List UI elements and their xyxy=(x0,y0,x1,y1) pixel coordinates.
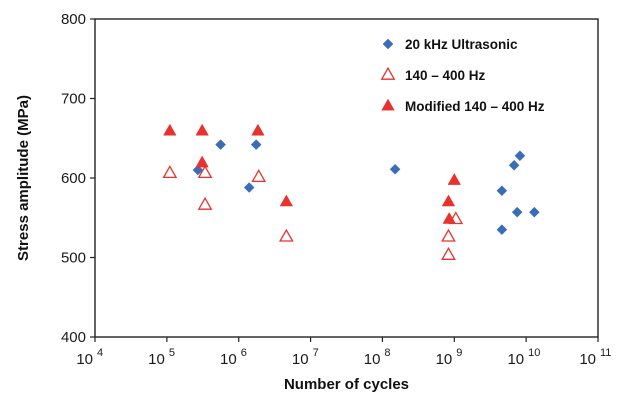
data-point xyxy=(195,123,209,136)
x-tick-label-base: 10 xyxy=(579,351,596,368)
x-axis-ticks: 10 4 10 5 10 6 10 7 10 8 10 9 10 10 10 11 xyxy=(76,337,611,368)
series-2 xyxy=(162,165,464,260)
x-tick-label: 10 7 xyxy=(292,347,319,368)
data-point xyxy=(279,194,294,207)
legend: 20 kHz Ultrasonic 140 – 400 Hz Modified 14… xyxy=(380,37,545,114)
legend-marker xyxy=(382,38,394,50)
data-point xyxy=(278,228,294,242)
y-tick-label: 800 xyxy=(61,11,86,28)
series-3 xyxy=(163,123,461,224)
x-tick-label-exponent: 9 xyxy=(456,347,462,359)
data-point xyxy=(496,224,508,236)
y-axis-title: Stress amplitude (MPa) xyxy=(15,95,32,261)
legend-label: Modified 140 – 400 Hz xyxy=(405,99,545,114)
data-point xyxy=(389,163,401,175)
x-tick-label-base: 10 xyxy=(76,351,93,368)
x-tick-label-exponent: 10 xyxy=(528,347,540,359)
data-point xyxy=(447,173,461,185)
x-tick-label-base: 10 xyxy=(507,351,524,368)
x-tick-label-exponent: 8 xyxy=(384,347,390,359)
data-point xyxy=(195,155,209,168)
y-tick-label: 500 xyxy=(61,250,86,267)
x-tick-label-base: 10 xyxy=(148,351,165,368)
data-point xyxy=(511,206,523,218)
data-point xyxy=(192,164,204,176)
data-point xyxy=(441,228,456,242)
data-point xyxy=(496,185,508,197)
data-point xyxy=(508,159,520,171)
data-point xyxy=(251,123,265,136)
x-tick-label: 10 11 xyxy=(579,347,611,368)
data-point xyxy=(528,206,540,218)
data-point xyxy=(442,212,456,224)
x-tick-label: 10 9 xyxy=(436,347,463,368)
y-tick-label: 700 xyxy=(61,91,86,108)
legend-marker xyxy=(380,66,396,80)
data-point xyxy=(441,194,456,207)
data-points xyxy=(162,123,540,260)
x-tick-label-base: 10 xyxy=(436,351,453,368)
data-point xyxy=(215,139,226,150)
data-point xyxy=(250,139,262,150)
data-point xyxy=(514,150,526,162)
data-point xyxy=(243,182,255,193)
x-tick-label-exponent: 4 xyxy=(97,347,103,359)
x-tick-label-exponent: 6 xyxy=(241,347,247,359)
legend-item: 140 – 400 Hz xyxy=(380,66,486,83)
data-point xyxy=(162,165,178,179)
data-point xyxy=(441,246,456,260)
x-tick-label: 10 8 xyxy=(364,347,391,368)
x-tick-label-base: 10 xyxy=(364,351,381,368)
x-tick-label-base: 10 xyxy=(220,351,237,368)
x-tick-label-exponent: 11 xyxy=(600,347,611,359)
x-tick-label-base: 10 xyxy=(292,351,309,368)
series-1 xyxy=(192,139,540,236)
y-axis-ticks: 400 500 600 700 800 xyxy=(61,11,95,346)
x-tick-label: 10 10 xyxy=(507,347,540,368)
y-tick-label: 600 xyxy=(61,170,86,187)
x-tick-label-exponent: 5 xyxy=(169,347,175,359)
x-tick-label: 10 6 xyxy=(220,347,247,368)
legend-marker xyxy=(381,98,395,111)
legend-label: 20 kHz Ultrasonic xyxy=(405,37,518,52)
x-axis-title: Number of cycles xyxy=(284,376,409,393)
legend-item: Modified 140 – 400 Hz xyxy=(381,98,545,114)
legend-item: 20 kHz Ultrasonic xyxy=(382,37,518,52)
data-point xyxy=(251,169,267,183)
x-tick-label: 10 4 xyxy=(76,347,103,368)
x-tick-label-exponent: 7 xyxy=(313,347,319,359)
x-tick-label: 10 5 xyxy=(148,347,175,368)
data-point xyxy=(197,165,213,179)
legend-label: 140 – 400 Hz xyxy=(405,68,486,83)
data-point xyxy=(163,123,177,136)
data-point xyxy=(197,196,213,210)
y-tick-label: 400 xyxy=(61,329,86,346)
